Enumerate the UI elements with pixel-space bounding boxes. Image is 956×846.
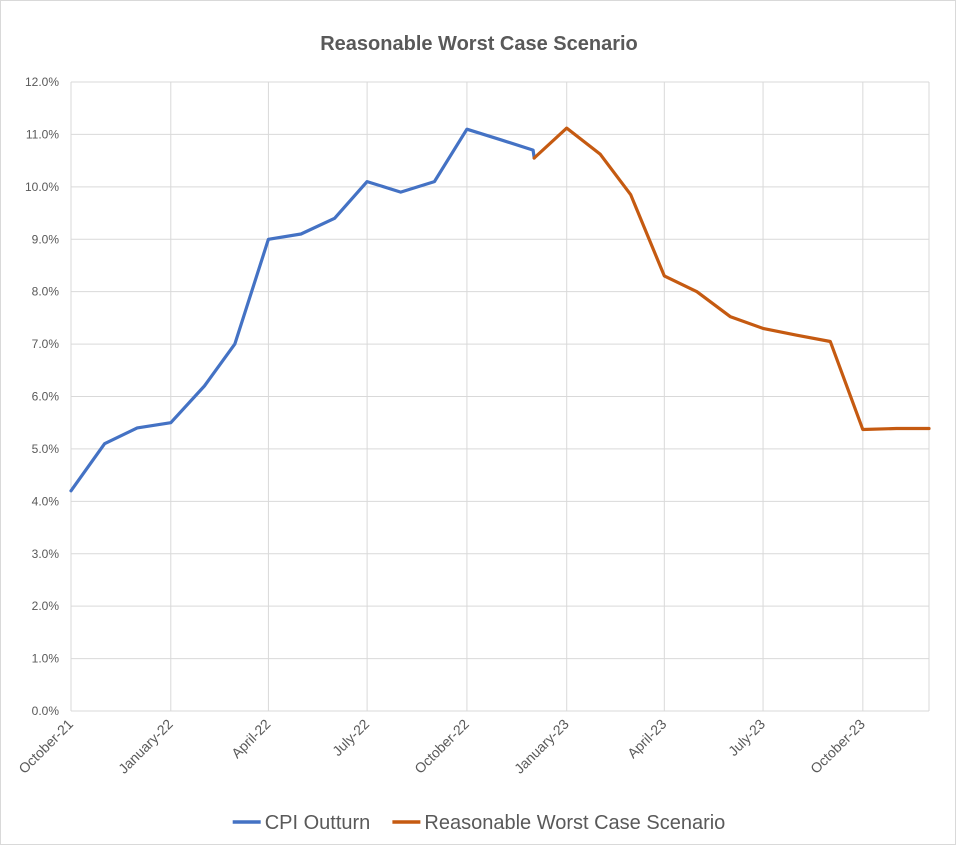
legend-item-2: Reasonable Worst Case Scenario [392, 812, 725, 834]
y-tick-label: 6.0% [32, 390, 60, 404]
y-tick-label: 3.0% [32, 547, 60, 561]
series-line-1 [69, 127, 536, 493]
x-axis-ticks: October-21 January-22 April-22 July-22 Octob… [15, 716, 868, 777]
chart-title: Reasonable Worst Case Scenario [320, 33, 638, 55]
x-tick-label: April-22 [228, 716, 274, 762]
x-tick-label: October-21 [15, 716, 76, 777]
y-tick-label: 9.0% [32, 232, 60, 246]
y-tick-label: 5.0% [32, 442, 60, 456]
y-axis-ticks: 0.0% 1.0% 2.0% 3.0% 4.0% 5.0% 6.0% 7.0% 8.0% 9.0%… [25, 75, 59, 718]
legend: CPI Outturn Reasonable Worst Case Scenari… [232, 812, 725, 834]
y-tick-label: 4.0% [32, 494, 60, 508]
y-tick-label: 0.0% [32, 704, 60, 718]
x-tick-label: April-23 [624, 716, 670, 762]
legend-label: CPI Outturn [265, 812, 371, 834]
y-tick-label: 12.0% [25, 75, 59, 89]
series-layer [69, 126, 931, 493]
y-tick-label: 7.0% [32, 337, 60, 351]
x-tick-label: January-23 [511, 716, 572, 777]
x-tick-label: October-22 [411, 716, 472, 777]
y-tick-label: 8.0% [32, 285, 60, 299]
y-tick-label: 11.0% [26, 127, 59, 141]
y-tick-label: 10.0% [25, 180, 59, 194]
x-tick-label: July-22 [329, 716, 372, 759]
legend-label: Reasonable Worst Case Scenario [424, 812, 725, 834]
series-line-2 [532, 126, 931, 432]
x-tick-label: July-23 [725, 716, 768, 759]
x-tick-label: October-23 [807, 716, 868, 777]
y-tick-label: 1.0% [32, 652, 60, 666]
y-tick-label: 2.0% [32, 599, 60, 613]
x-tick-label: January-22 [115, 716, 176, 777]
grid-layer [70, 81, 930, 712]
legend-item-1: CPI Outturn [232, 812, 371, 834]
